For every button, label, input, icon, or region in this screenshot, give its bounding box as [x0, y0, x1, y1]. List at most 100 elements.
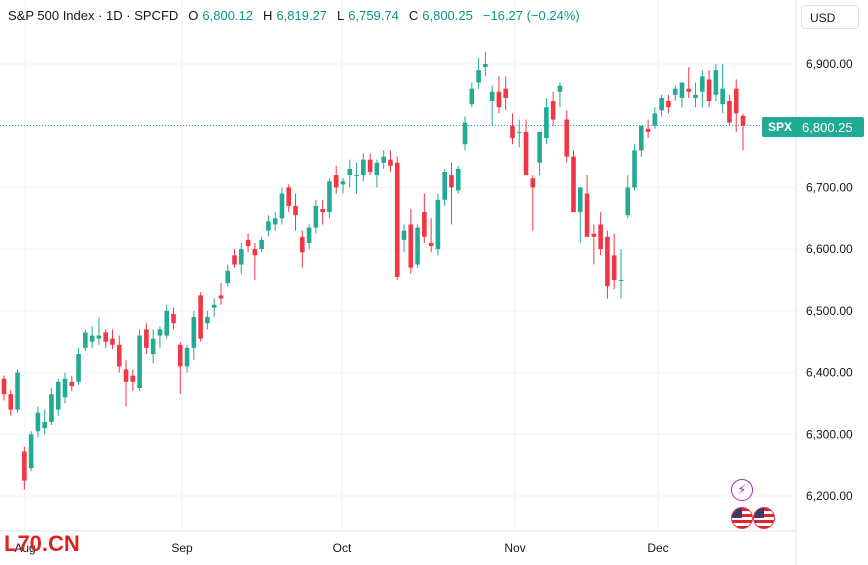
symbol-title[interactable]: S&P 500 Index · 1D · SPCFD: [8, 8, 179, 23]
candle-body: [22, 451, 27, 481]
candle-body: [252, 249, 258, 256]
candle: [408, 209, 414, 274]
candle: [22, 446, 27, 490]
candle-body: [198, 295, 203, 339]
candle: [645, 119, 651, 139]
candle-body: [476, 70, 481, 83]
candle: [191, 310, 197, 361]
price-axis[interactable]: 6,200.00 6,300.00 6,400.00 6,500.00 6,600.00…: [806, 57, 853, 503]
candle: [700, 70, 705, 108]
candle-body: [584, 193, 590, 237]
candle: [462, 116, 468, 151]
candle-body: [415, 227, 420, 265]
candle: [449, 162, 454, 225]
candle-body: [666, 101, 671, 108]
candle-body: [625, 187, 631, 216]
candle: [279, 187, 285, 225]
candle-body: [462, 122, 468, 145]
candle: [361, 153, 366, 182]
candle: [144, 323, 149, 355]
candle: [557, 82, 563, 108]
candle-body: [679, 82, 685, 98]
high-value: 6,819.27: [276, 8, 328, 23]
candle-body: [83, 332, 88, 348]
candle-body: [333, 175, 339, 188]
candle: [435, 193, 441, 256]
candle: [564, 110, 570, 163]
lightning-icon[interactable]: ⚡: [731, 479, 753, 501]
candle: [550, 91, 556, 126]
candle-body: [408, 224, 414, 268]
candle: [422, 193, 427, 243]
candle-body: [401, 230, 407, 240]
candle-body: [211, 304, 217, 308]
candle-body: [469, 88, 475, 105]
candle: [96, 317, 102, 345]
price-tag-value: 6,800.25: [802, 119, 853, 135]
candle: [537, 131, 542, 176]
candle: [177, 341, 183, 395]
candle: [306, 224, 312, 250]
time-axis[interactable]: Aug Sep Oct Nov Dec: [14, 541, 668, 555]
low-label: L: [337, 8, 345, 23]
candle-body: [225, 270, 231, 284]
candle-body: [272, 218, 278, 225]
open-value: 6,800.12: [202, 8, 254, 23]
candle-body: [320, 209, 325, 213]
candle-body: [733, 88, 739, 114]
candle: [625, 175, 631, 219]
candle: [354, 162, 359, 194]
price-tag-symbol: SPX: [768, 120, 793, 134]
candle: [76, 347, 81, 385]
candle-body: [238, 249, 244, 265]
candle: [211, 298, 217, 318]
candle-body: [184, 347, 190, 367]
candle-body: [740, 115, 746, 126]
candle-series: [1, 51, 746, 490]
candle: [733, 79, 739, 132]
candle: [252, 242, 258, 280]
candle-body: [55, 381, 61, 410]
candle-body: [700, 76, 705, 92]
candle: [415, 224, 420, 268]
time-tick-label: Dec: [647, 541, 668, 555]
us-flag-icon[interactable]: [731, 507, 753, 529]
candle: [62, 372, 68, 404]
us-flag-icon[interactable]: [753, 507, 775, 529]
candle-body: [89, 335, 95, 342]
candle-body: [313, 205, 319, 228]
candle-body: [259, 239, 264, 250]
candle-body: [327, 181, 332, 213]
candle-body: [130, 375, 136, 382]
candle: [35, 406, 41, 438]
candle-body: [150, 338, 156, 355]
candle-body: [8, 394, 14, 410]
candle-body: [638, 125, 644, 151]
candle: [367, 153, 373, 176]
candle-body: [435, 199, 441, 250]
candle: [320, 199, 325, 225]
candle: [232, 249, 237, 268]
candle-body: [618, 280, 624, 281]
candle-body: [706, 79, 712, 102]
candle: [259, 236, 264, 253]
candle-body: [422, 212, 427, 237]
symbol-legend: S&P 500 Index · 1D · SPCFD O 6,800.12 H 6,…: [8, 8, 586, 23]
candle: [618, 249, 624, 299]
candle-body: [157, 329, 163, 336]
candle: [489, 85, 495, 126]
candle-body: [577, 187, 583, 213]
candle: [266, 215, 271, 237]
candle-body: [381, 156, 386, 163]
currency-button[interactable]: USD: [801, 5, 859, 29]
close-value: 6,800.25: [422, 8, 473, 23]
candle-body: [218, 295, 224, 299]
candle: [591, 224, 597, 265]
candle-body: [530, 178, 536, 188]
candle: [110, 329, 115, 350]
candle-body: [116, 344, 122, 367]
last-price-tag: SPX 6,800.25: [762, 117, 864, 137]
candle: [89, 326, 95, 348]
candle: [245, 233, 251, 253]
